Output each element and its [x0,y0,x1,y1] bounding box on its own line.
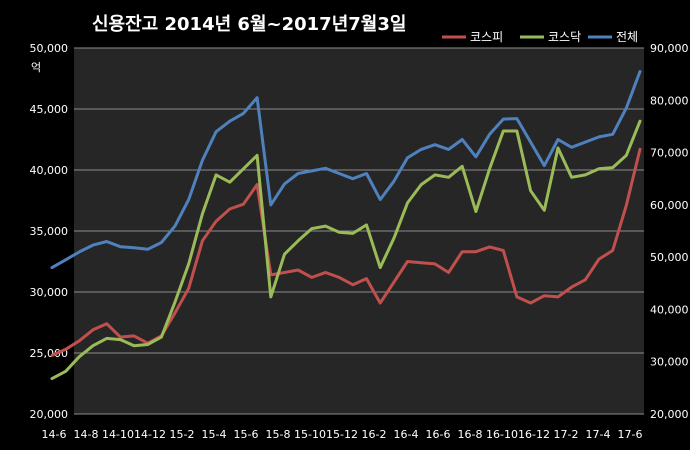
right-tick-label: 90,000 [650,42,689,55]
x-tick-label: 15-2 [170,428,195,441]
right-tick-label: 40,000 [650,303,689,316]
x-tick-label: 16-4 [394,428,419,441]
left-tick-label: 50,000 [30,42,69,55]
x-tick-label: 16-12 [518,428,550,441]
legend: 코스피 코스닥 전체 [442,30,638,44]
left-tick-label: 45,000 [30,103,69,116]
legend-label: 코스피 [470,30,503,44]
x-tick-label: 16-6 [426,428,451,441]
series-line [50,70,642,270]
left-axis-ticks: 20,000 25,000 30,000 35,000 40,000 45,000 50,0… [30,42,69,421]
chart-title: 신용잔고 2014년 6월~2017년7월3일 [92,14,406,35]
x-tick-label: 14-12 [134,428,166,441]
x-tick-label: 15-12 [326,428,358,441]
gridlines [74,47,644,415]
right-tick-label: 60,000 [650,199,689,212]
y-axis-unit-label: 억 [31,61,41,74]
right-tick-label: 50,000 [650,251,689,264]
x-tick-label: 15-8 [266,428,291,441]
left-tick-label: 25,000 [30,347,69,360]
right-axis-ticks: 20,000 30,000 40,000 50,000 60,000 70,000 80,0… [650,42,689,421]
legend-label: 전체 [616,30,638,44]
x-tick-label: 15-10 [294,428,326,441]
series-line [50,119,642,381]
legend-label: 코스닥 [548,30,581,44]
x-tick-label: 15-4 [202,428,227,441]
right-tick-label: 20,000 [650,408,689,421]
x-tick-label: 17-4 [586,428,611,441]
x-tick-label: 16-8 [458,428,483,441]
x-tick-label: 17-6 [618,428,643,441]
x-axis-ticks: 14-6 14-8 14-10 14-12 15-2 15-4 15-6 15-8 15-10 1… [42,428,643,441]
x-tick-label: 16-2 [362,428,387,441]
right-tick-label: 70,000 [650,147,689,160]
left-tick-label: 40,000 [30,164,69,177]
x-tick-label: 14-6 [42,428,67,441]
series-lines [50,70,642,381]
x-tick-label: 14-10 [102,428,134,441]
right-tick-label: 80,000 [650,94,689,107]
x-tick-label: 17-2 [554,428,579,441]
left-tick-label: 30,000 [30,286,69,299]
left-tick-label: 35,000 [30,225,69,238]
x-tick-label: 15-6 [234,428,259,441]
x-tick-label: 14-8 [74,428,99,441]
x-tick-label: 16-10 [486,428,518,441]
right-tick-label: 30,000 [650,356,689,369]
left-tick-label: 20,000 [30,408,69,421]
